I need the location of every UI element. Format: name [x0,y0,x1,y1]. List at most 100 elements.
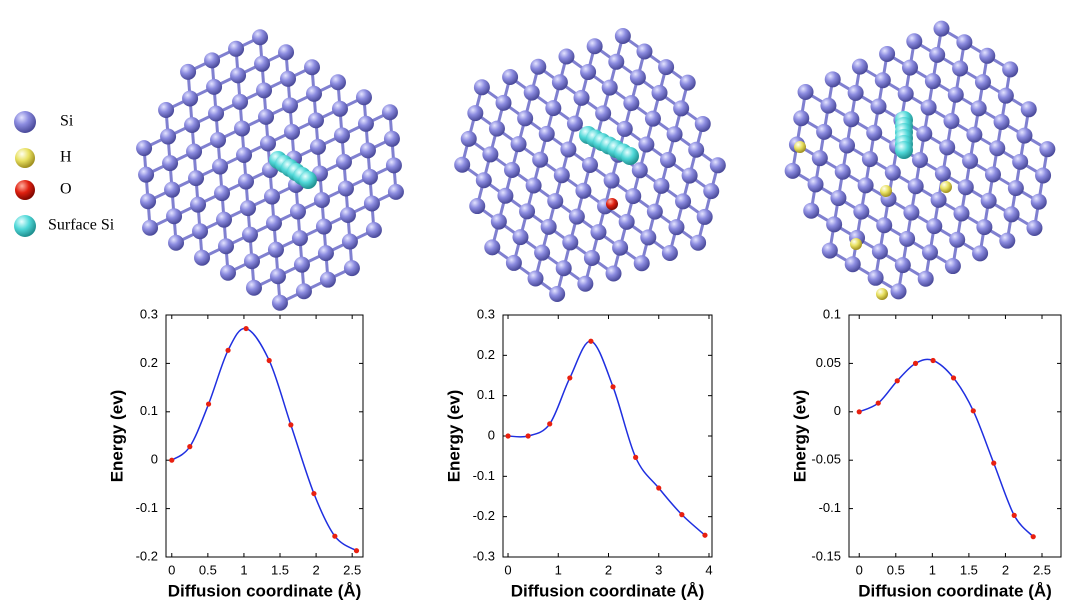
atom [142,219,159,236]
x-tick-label: 0 [856,562,863,577]
atom [184,117,201,133]
atom [972,245,989,262]
y-tick-label: 0.3 [477,306,495,321]
atom [304,59,321,76]
atom [1003,206,1020,223]
atom [190,196,207,213]
atom [532,151,549,168]
atom [636,43,653,60]
legend-label: H [60,149,72,166]
atom [703,183,720,200]
x-axis-label: Diffusion coordinate (Å) [858,581,1052,600]
x-tick-label: 1 [240,562,247,577]
atom [993,113,1010,130]
point [875,400,881,406]
atom [467,105,484,122]
atom [1002,61,1019,78]
y-axis-label: Energy (ev) [790,390,809,483]
atom [236,147,253,163]
atom [675,193,692,210]
atom [901,59,918,76]
atom [488,120,505,137]
atom [473,79,490,96]
curve [858,358,1034,538]
atom [953,205,970,222]
legend-label: Si [60,113,74,130]
atom [952,60,969,77]
point [950,375,957,381]
y-tick-label: 0.05 [816,355,841,370]
x-tick-label: 2.5 [343,562,361,577]
atom [258,108,275,125]
point [970,408,976,414]
atom [361,168,378,185]
atom [957,179,974,196]
atom [555,260,572,277]
x-tick-label: 2 [1002,562,1009,577]
y-tick-label: 0.2 [477,347,495,362]
point [225,347,231,353]
atom [138,166,155,183]
y-tick-label: -0.05 [811,452,841,467]
atom [586,38,603,55]
atom [192,223,209,240]
atom [575,182,592,199]
atom [307,112,324,129]
x-tick-label: 1 [555,562,562,577]
atom [553,167,570,184]
atom [926,218,943,235]
x-tick-label: 0 [168,562,175,577]
atom [204,52,221,69]
atom [263,188,280,205]
atom [497,187,514,204]
atom [797,84,814,101]
structures [136,20,1056,311]
atom [603,172,620,189]
atom [979,47,996,64]
hydrogen-atom [940,181,952,193]
atom [517,110,534,127]
atom [612,239,629,256]
atom [282,97,299,114]
legend-label: Surface Si [48,217,115,234]
atom [180,63,197,80]
atom [688,141,705,158]
atom [551,74,568,91]
point [187,444,193,450]
atom [595,105,612,122]
plot-frame [165,314,364,558]
atom [583,249,600,266]
point [311,490,317,497]
atom [166,208,183,225]
atom [1016,127,1033,144]
atom [984,166,1001,183]
y-tick-label: -0.1 [136,500,158,515]
atom [980,192,997,209]
atom [566,115,583,132]
atom [830,190,847,207]
atom [897,85,914,102]
oxygen-atom [606,198,618,210]
atom [1035,167,1052,184]
atom [870,98,887,115]
atom [527,270,544,287]
atom [793,110,810,127]
atom [924,73,941,90]
atom [861,151,878,168]
atom [547,193,564,210]
atom [867,269,884,286]
atom [182,90,199,107]
atom [949,231,966,248]
atom [269,268,286,285]
hydrogen-atom [850,238,862,250]
atom [939,139,956,156]
atom [359,142,376,159]
atom [284,123,300,140]
atom [216,211,233,228]
atom [816,123,833,140]
atom [295,283,312,300]
atom [495,94,512,111]
point [679,512,685,518]
atom [319,271,336,288]
legend-swatch [15,148,35,168]
